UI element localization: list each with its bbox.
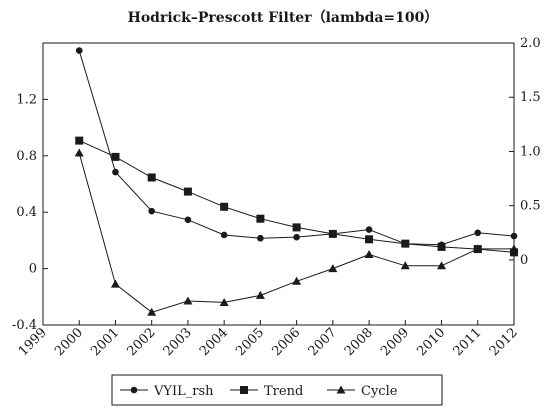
data-point: [364, 250, 374, 258]
x-tick-label: 2005: [233, 325, 267, 359]
data-point: [219, 297, 229, 306]
data-point: [74, 148, 84, 157]
left-tick-label: 0.4: [16, 205, 37, 220]
right-tick-label: 2.0: [520, 36, 541, 51]
left-tick-label: 0: [29, 262, 37, 277]
x-tick-label: 2012: [487, 325, 521, 359]
data-point: [147, 173, 156, 182]
left-tick-label: 0.8: [16, 149, 37, 164]
right-tick-label: 0.5: [520, 199, 541, 214]
data-point: [437, 261, 447, 270]
data-point: [365, 235, 374, 244]
x-tick-label: 2006: [269, 325, 303, 359]
x-tick-label: 2001: [88, 325, 122, 359]
right-tick-label: 1.5: [520, 90, 541, 105]
left-y-axis: -0.4 0 0.4 0.8 1.2: [12, 92, 48, 333]
series-trend: [75, 136, 518, 257]
x-tick-label: 2009: [378, 325, 412, 359]
data-point: [293, 233, 300, 241]
x-tick-label: 2003: [161, 325, 195, 359]
data-point: [75, 47, 83, 54]
data-point: [183, 296, 193, 305]
data-point: [110, 279, 120, 288]
data-point: [255, 290, 265, 299]
series-line: [78, 50, 515, 246]
chart-title: Hodrick–Prescott Filter（lambda=100）: [128, 10, 439, 26]
data-point: [111, 152, 120, 161]
series-layer: [74, 47, 519, 316]
data-point: [510, 232, 518, 240]
plot-area-frame: [42, 42, 515, 326]
series-vyil-rsh: [75, 47, 518, 249]
data-point: [509, 244, 519, 253]
x-tick-label: 2011: [451, 325, 485, 359]
data-point: [257, 234, 264, 242]
legend-label: Trend: [264, 384, 303, 399]
data-point: [401, 239, 410, 248]
data-point: [75, 136, 84, 145]
data-point: [365, 226, 373, 233]
data-point: [147, 307, 157, 316]
series-line: [78, 152, 514, 313]
x-tick-label: 2008: [342, 325, 376, 359]
data-point: [148, 207, 155, 215]
data-point: [220, 202, 229, 211]
x-tick-label: 2000: [52, 325, 86, 359]
series-cycle: [74, 148, 519, 316]
legend-label: VYIL_rsh: [153, 384, 214, 399]
right-tick-label: 0: [520, 253, 528, 268]
data-point: [400, 261, 410, 270]
right-tick-label: 1.0: [520, 144, 541, 159]
data-point: [256, 214, 265, 223]
legend-marker: [130, 386, 138, 394]
data-point: [437, 242, 446, 251]
data-point: [183, 187, 192, 196]
data-point: [184, 216, 192, 224]
x-axis: 1999 2000 2001 2002 2003 2004 2005 2006 2007 2008…: [16, 320, 521, 359]
data-point: [292, 223, 301, 232]
left-tick-label: -0.4: [12, 318, 37, 333]
legend-marker: [336, 385, 346, 394]
x-tick-label: 2007: [306, 325, 340, 359]
data-point: [474, 229, 482, 237]
data-point: [220, 231, 228, 239]
data-point: [328, 264, 338, 273]
x-tick-label: 2002: [125, 325, 159, 359]
x-tick-label: 2004: [197, 325, 231, 359]
right-y-axis: 0 0.5 1.0 1.5 2.0: [509, 36, 541, 268]
data-point: [473, 244, 483, 253]
data-point: [112, 168, 119, 176]
data-point: [328, 229, 337, 238]
legend: VYIL_rsh Trend Cycle: [111, 374, 443, 406]
x-tick-label: 2010: [414, 325, 448, 359]
legend-label: Cycle: [361, 384, 398, 399]
data-point: [292, 276, 302, 285]
legend-marker: [240, 386, 248, 394]
left-tick-label: 1.2: [16, 92, 37, 107]
legend-box: [111, 374, 443, 406]
